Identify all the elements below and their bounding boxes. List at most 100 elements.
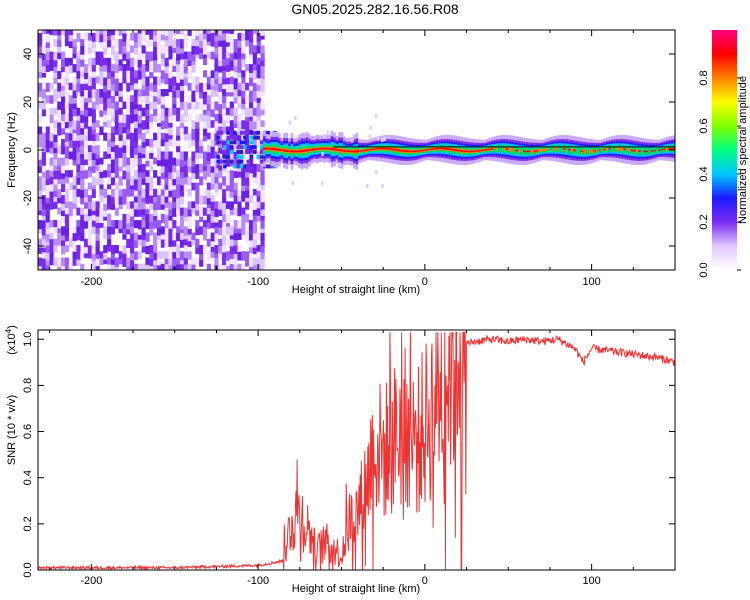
heatmap-band-cell [653, 150, 656, 152]
heatmap-cell [153, 232, 158, 241]
heatmap-cell [107, 238, 112, 246]
heatmap-cell [156, 114, 162, 124]
heatmap-cell [80, 182, 85, 191]
heatmap-cell [61, 257, 66, 267]
heatmap-cell [99, 51, 104, 61]
heatmap-cell [252, 207, 257, 216]
heatmap-cell [53, 120, 58, 129]
heatmap-cell [164, 145, 169, 152]
heatmap-cell [237, 220, 242, 229]
heatmap-cell [187, 251, 192, 260]
heatmap-cell [45, 201, 50, 209]
snr-plot-area [38, 330, 675, 570]
heatmap-cell [87, 232, 93, 242]
heatmap-cell [195, 245, 200, 255]
heatmap-cell [118, 95, 123, 102]
heatmap-cell [168, 213, 173, 221]
heatmap-cell [133, 251, 139, 260]
heatmap-cell [45, 39, 50, 48]
heatmap-cell [107, 213, 112, 222]
x-tick-label: -100 [247, 575, 269, 587]
heatmap-cell [239, 145, 244, 150]
heatmap-cell [187, 226, 192, 235]
heatmap-cell [99, 64, 104, 72]
heatmap-cell [68, 126, 73, 134]
heatmap-cell [126, 95, 131, 103]
heatmap-cell [87, 89, 93, 98]
heatmap-cell [45, 82, 50, 93]
heatmap-cell [245, 213, 250, 223]
heatmap-cell [233, 151, 238, 159]
heatmap-cell [191, 45, 196, 55]
heatmap-cell [248, 30, 254, 36]
heatmap-band-cell [290, 150, 294, 153]
heatmap-cell [41, 263, 47, 270]
heatmap-band-cell [373, 148, 376, 150]
heatmap-cell [38, 57, 43, 66]
heatmap-cell [41, 45, 47, 55]
heatmap-cell [114, 207, 119, 216]
heatmap-cell [114, 263, 119, 270]
heatmap-cell [76, 195, 81, 204]
heatmap-cell [233, 114, 238, 124]
heatmap-cell [223, 164, 227, 169]
heatmap-band-cell [445, 148, 449, 150]
heatmap-cell [195, 188, 200, 197]
heatmap-cell [179, 151, 185, 161]
heatmap-cell [199, 195, 204, 205]
heatmap-cell [76, 188, 81, 197]
heatmap-cell [229, 226, 234, 236]
heatmap-cell [199, 251, 204, 261]
heatmap-cell [84, 188, 89, 198]
heatmap-cell [149, 101, 154, 110]
heatmap-cell [241, 89, 246, 99]
heatmap-cell [245, 107, 250, 118]
heatmap-cell [237, 226, 242, 233]
heatmap-cell [53, 51, 58, 61]
heatmap-cell [41, 163, 47, 173]
heatmap-cell [114, 157, 119, 166]
x-tick-label: -200 [80, 276, 102, 288]
heatmap-cell [84, 132, 89, 141]
heatmap-cell [183, 251, 188, 259]
heatmap-band-cell [460, 150, 464, 152]
heatmap-cell [103, 188, 108, 198]
heatmap-cell [57, 114, 62, 123]
heatmap-cell [110, 138, 116, 147]
heatmap-cell [126, 107, 131, 115]
heatmap-cell [233, 232, 238, 241]
heatmap-cell [61, 238, 66, 246]
heatmap-cell [57, 101, 62, 110]
heatmap-cell [126, 170, 131, 180]
heatmap-cell [141, 30, 146, 36]
heatmap-cell [202, 57, 208, 66]
heatmap-cell [137, 226, 142, 235]
heatmap-cell [126, 220, 131, 230]
heatmap-cell [76, 114, 81, 121]
heatmap-cell [110, 64, 116, 72]
heatmap-cell [64, 232, 70, 242]
heatmap-cell [126, 176, 131, 186]
heatmap-cell [80, 82, 85, 92]
heatmap-cell [72, 95, 77, 104]
heatmap-cell [133, 101, 139, 110]
heatmap-cell [61, 201, 66, 211]
heatmap-cell [168, 257, 173, 266]
heatmap-cell [122, 114, 127, 123]
heatmap-cell [38, 45, 43, 54]
heatmap-band-cell [388, 148, 391, 150]
heatmap-cell [253, 145, 257, 150]
heatmap-cell [149, 39, 154, 47]
heatmap-cell [133, 176, 139, 185]
heatmap-cell [141, 170, 146, 179]
heatmap-cell [179, 95, 185, 102]
heatmap-cell [41, 213, 47, 221]
heatmap-cell [61, 145, 66, 155]
heatmap-band-cell [268, 147, 271, 150]
heatmap-cell [222, 45, 227, 52]
heatmap-cell [248, 195, 254, 203]
heatmap-cell [225, 182, 231, 192]
heatmap-band-cell [583, 149, 586, 154]
heatmap-band-cell [408, 150, 411, 153]
heatmap-cell [107, 32, 112, 41]
